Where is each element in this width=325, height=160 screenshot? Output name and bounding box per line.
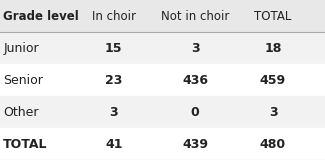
- Bar: [0, 64, 325, 96]
- Text: 3: 3: [269, 105, 277, 119]
- Text: TOTAL: TOTAL: [254, 9, 292, 23]
- Text: Other: Other: [3, 105, 39, 119]
- Text: Junior: Junior: [3, 41, 39, 55]
- Bar: [0, 96, 325, 128]
- Text: 480: 480: [260, 137, 286, 151]
- Text: 3: 3: [110, 105, 118, 119]
- Text: 439: 439: [182, 137, 208, 151]
- Bar: [0, 128, 325, 160]
- Text: 0: 0: [191, 105, 199, 119]
- Text: 23: 23: [105, 73, 123, 87]
- Text: 18: 18: [264, 41, 282, 55]
- Bar: [0, 32, 325, 64]
- Text: 459: 459: [260, 73, 286, 87]
- Text: Senior: Senior: [3, 73, 43, 87]
- Text: Grade level: Grade level: [3, 9, 79, 23]
- Text: 15: 15: [105, 41, 123, 55]
- Text: In choir: In choir: [92, 9, 136, 23]
- Text: 436: 436: [182, 73, 208, 87]
- Text: 3: 3: [191, 41, 199, 55]
- Text: Not in choir: Not in choir: [161, 9, 229, 23]
- Text: 41: 41: [105, 137, 123, 151]
- Bar: [0, 0, 325, 32]
- Text: TOTAL: TOTAL: [3, 137, 48, 151]
